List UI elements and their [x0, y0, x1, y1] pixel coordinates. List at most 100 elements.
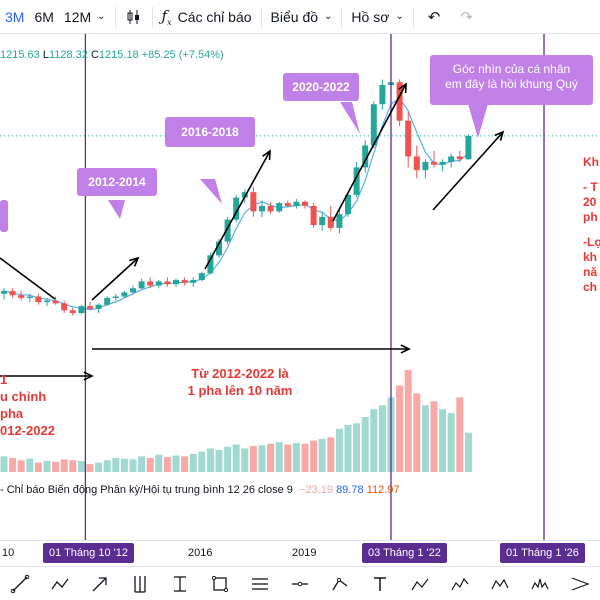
volume-bar — [421, 405, 429, 472]
triangle-pattern-icon — [571, 576, 590, 591]
annotation-text-left[interactable]: 1 u chỉnh pha 012-2022 — [0, 372, 55, 439]
volume-bar — [370, 409, 378, 472]
right-line-4: ph — [583, 210, 598, 224]
top-toolbar: 3M 6M 12M ⌄ ƒx Các chỉ báo Biểu đồ ⌄ Hồ … — [0, 0, 600, 34]
time-tick: 2016 — [188, 547, 213, 559]
arrow-tool[interactable] — [89, 573, 111, 595]
volume-bar — [258, 445, 266, 472]
annotation-text-phase[interactable]: Từ 2012-2022 là 1 pha lên 10 năm — [170, 365, 310, 399]
bubble-tail-note — [468, 104, 488, 138]
gann-tool[interactable] — [169, 573, 191, 595]
text-tool[interactable] — [369, 573, 391, 595]
volume-bar — [224, 446, 232, 472]
right-line-7: nă — [583, 265, 598, 279]
volume-bar — [52, 461, 60, 472]
xabcd-pattern-tool[interactable] — [489, 573, 511, 595]
range-12m-button[interactable]: 12M ⌄ — [59, 0, 111, 34]
candle-body — [241, 192, 248, 198]
left-line-1: 1 — [0, 372, 8, 387]
annotation-bubble-2016[interactable]: 2016-2018 — [165, 117, 255, 147]
pitchfork-tool[interactable] — [129, 573, 151, 595]
note-line-1: Góc nhìn của cá nhân — [452, 62, 571, 76]
trend-line-tool[interactable] — [9, 573, 31, 595]
volume-bar — [146, 457, 154, 472]
indicators-button[interactable]: ƒx Các chỉ báo — [157, 0, 257, 34]
volume-bar — [77, 461, 85, 472]
chart-style-button[interactable] — [120, 0, 148, 34]
legend-low: 1128.32 — [48, 49, 88, 61]
bubble-tail-2016 — [200, 179, 222, 204]
cycle-lines-tool[interactable] — [209, 573, 231, 595]
abcd-pattern-icon — [411, 578, 429, 590]
profile-dropdown[interactable]: Hồ sơ ⌄ — [346, 0, 408, 34]
candle-body — [147, 281, 154, 286]
toolbar-divider — [151, 6, 153, 27]
time-marker-2022: 03 Tháng 1 '22 — [362, 543, 447, 563]
price-chart[interactable] — [0, 34, 600, 540]
volume-bar — [353, 423, 361, 472]
volume-bar — [344, 424, 352, 472]
redo-button[interactable]: ↷ — [450, 0, 483, 34]
trend-arrow-2012-head — [129, 256, 140, 267]
chevron-down-icon: ⌄ — [97, 11, 106, 22]
range-6m-button[interactable]: 6M — [34, 8, 54, 25]
legend-change: +85.25 (+7.54%) — [141, 49, 224, 61]
redo-icon: ↷ — [460, 8, 473, 26]
candles-icon — [127, 9, 139, 24]
trend-arrow-2024 — [432, 131, 504, 211]
range-12m-label: 12M — [63, 8, 92, 25]
candle-body — [121, 292, 128, 297]
volume-bar — [404, 369, 412, 472]
trend-line-icon — [10, 574, 30, 593]
annotation-bubble-partial[interactable] — [0, 200, 8, 232]
toolbar-divider — [260, 6, 262, 27]
annotation-bubble-note[interactable]: Góc nhìn của cá nhân em đây là hồi khung… — [430, 55, 593, 105]
annotation-text-right[interactable]: Kh - T 20 ph -Lợ kh nă ch — [583, 155, 600, 295]
chart-type-dropdown[interactable]: Biểu đồ ⌄ — [266, 0, 338, 34]
volume-bar — [9, 457, 17, 472]
volume-bar — [17, 460, 25, 472]
arrow-icon — [92, 576, 107, 591]
candle-body — [353, 167, 360, 195]
drawing-toolbar — [0, 566, 600, 600]
undo-button[interactable]: ↶ — [418, 0, 451, 34]
polyline-tool[interactable] — [49, 573, 71, 595]
fib-retracement-tool[interactable] — [249, 573, 271, 595]
time-marker-2026: 01 Tháng 1 '26 — [500, 543, 585, 563]
volume-bar — [181, 456, 189, 472]
elliott-wave-tool[interactable] — [449, 573, 471, 595]
path-icon — [332, 577, 348, 590]
range-3m-button[interactable]: 3M — [5, 8, 25, 25]
candle-body — [52, 300, 59, 304]
macd-label: - Chỉ báo Biến động Phân kỳ/Hội tụ trung… — [0, 484, 293, 496]
horizontal-line-tool[interactable] — [289, 573, 311, 595]
volume-bar — [456, 397, 464, 472]
chevron-down-icon: ⌄ — [324, 11, 333, 22]
legend-high: 1215.63 — [0, 49, 40, 61]
candle-body — [405, 120, 412, 157]
fib-retracement-icon — [252, 577, 268, 590]
volume-bar — [155, 454, 163, 472]
annotation-bubble-2012[interactable]: 2012-2014 — [77, 168, 157, 196]
volume-bar — [439, 409, 447, 472]
abcd-pattern-tool[interactable] — [409, 573, 431, 595]
candle-body — [448, 156, 455, 162]
macd-legend: - Chỉ báo Biến động Phân kỳ/Hội tụ trung… — [0, 484, 399, 496]
time-axis[interactable]: 10 01 Tháng 10 '12 2016 2019 03 Tháng 1 … — [0, 540, 600, 564]
volume-bar — [361, 417, 369, 472]
trend-arrow-2016 — [204, 150, 271, 270]
volume-bar — [95, 462, 103, 472]
trend-arrow-2024-head — [494, 130, 505, 141]
volume-bar — [292, 442, 300, 472]
head-shoulders-tool[interactable] — [529, 573, 551, 595]
candle-body — [319, 216, 326, 226]
note-line-2: em đây là hồi khung Quý — [445, 77, 578, 91]
annotation-bubble-2020[interactable]: 2020-2022 — [283, 73, 359, 101]
volume-bar — [26, 458, 34, 472]
path-tool[interactable] — [329, 573, 351, 595]
volume-bar — [310, 440, 318, 472]
candle-body — [284, 203, 291, 206]
xabcd-pattern-icon — [491, 578, 509, 589]
triangle-pattern-tool[interactable] — [569, 573, 591, 595]
volume-bar — [430, 401, 438, 472]
